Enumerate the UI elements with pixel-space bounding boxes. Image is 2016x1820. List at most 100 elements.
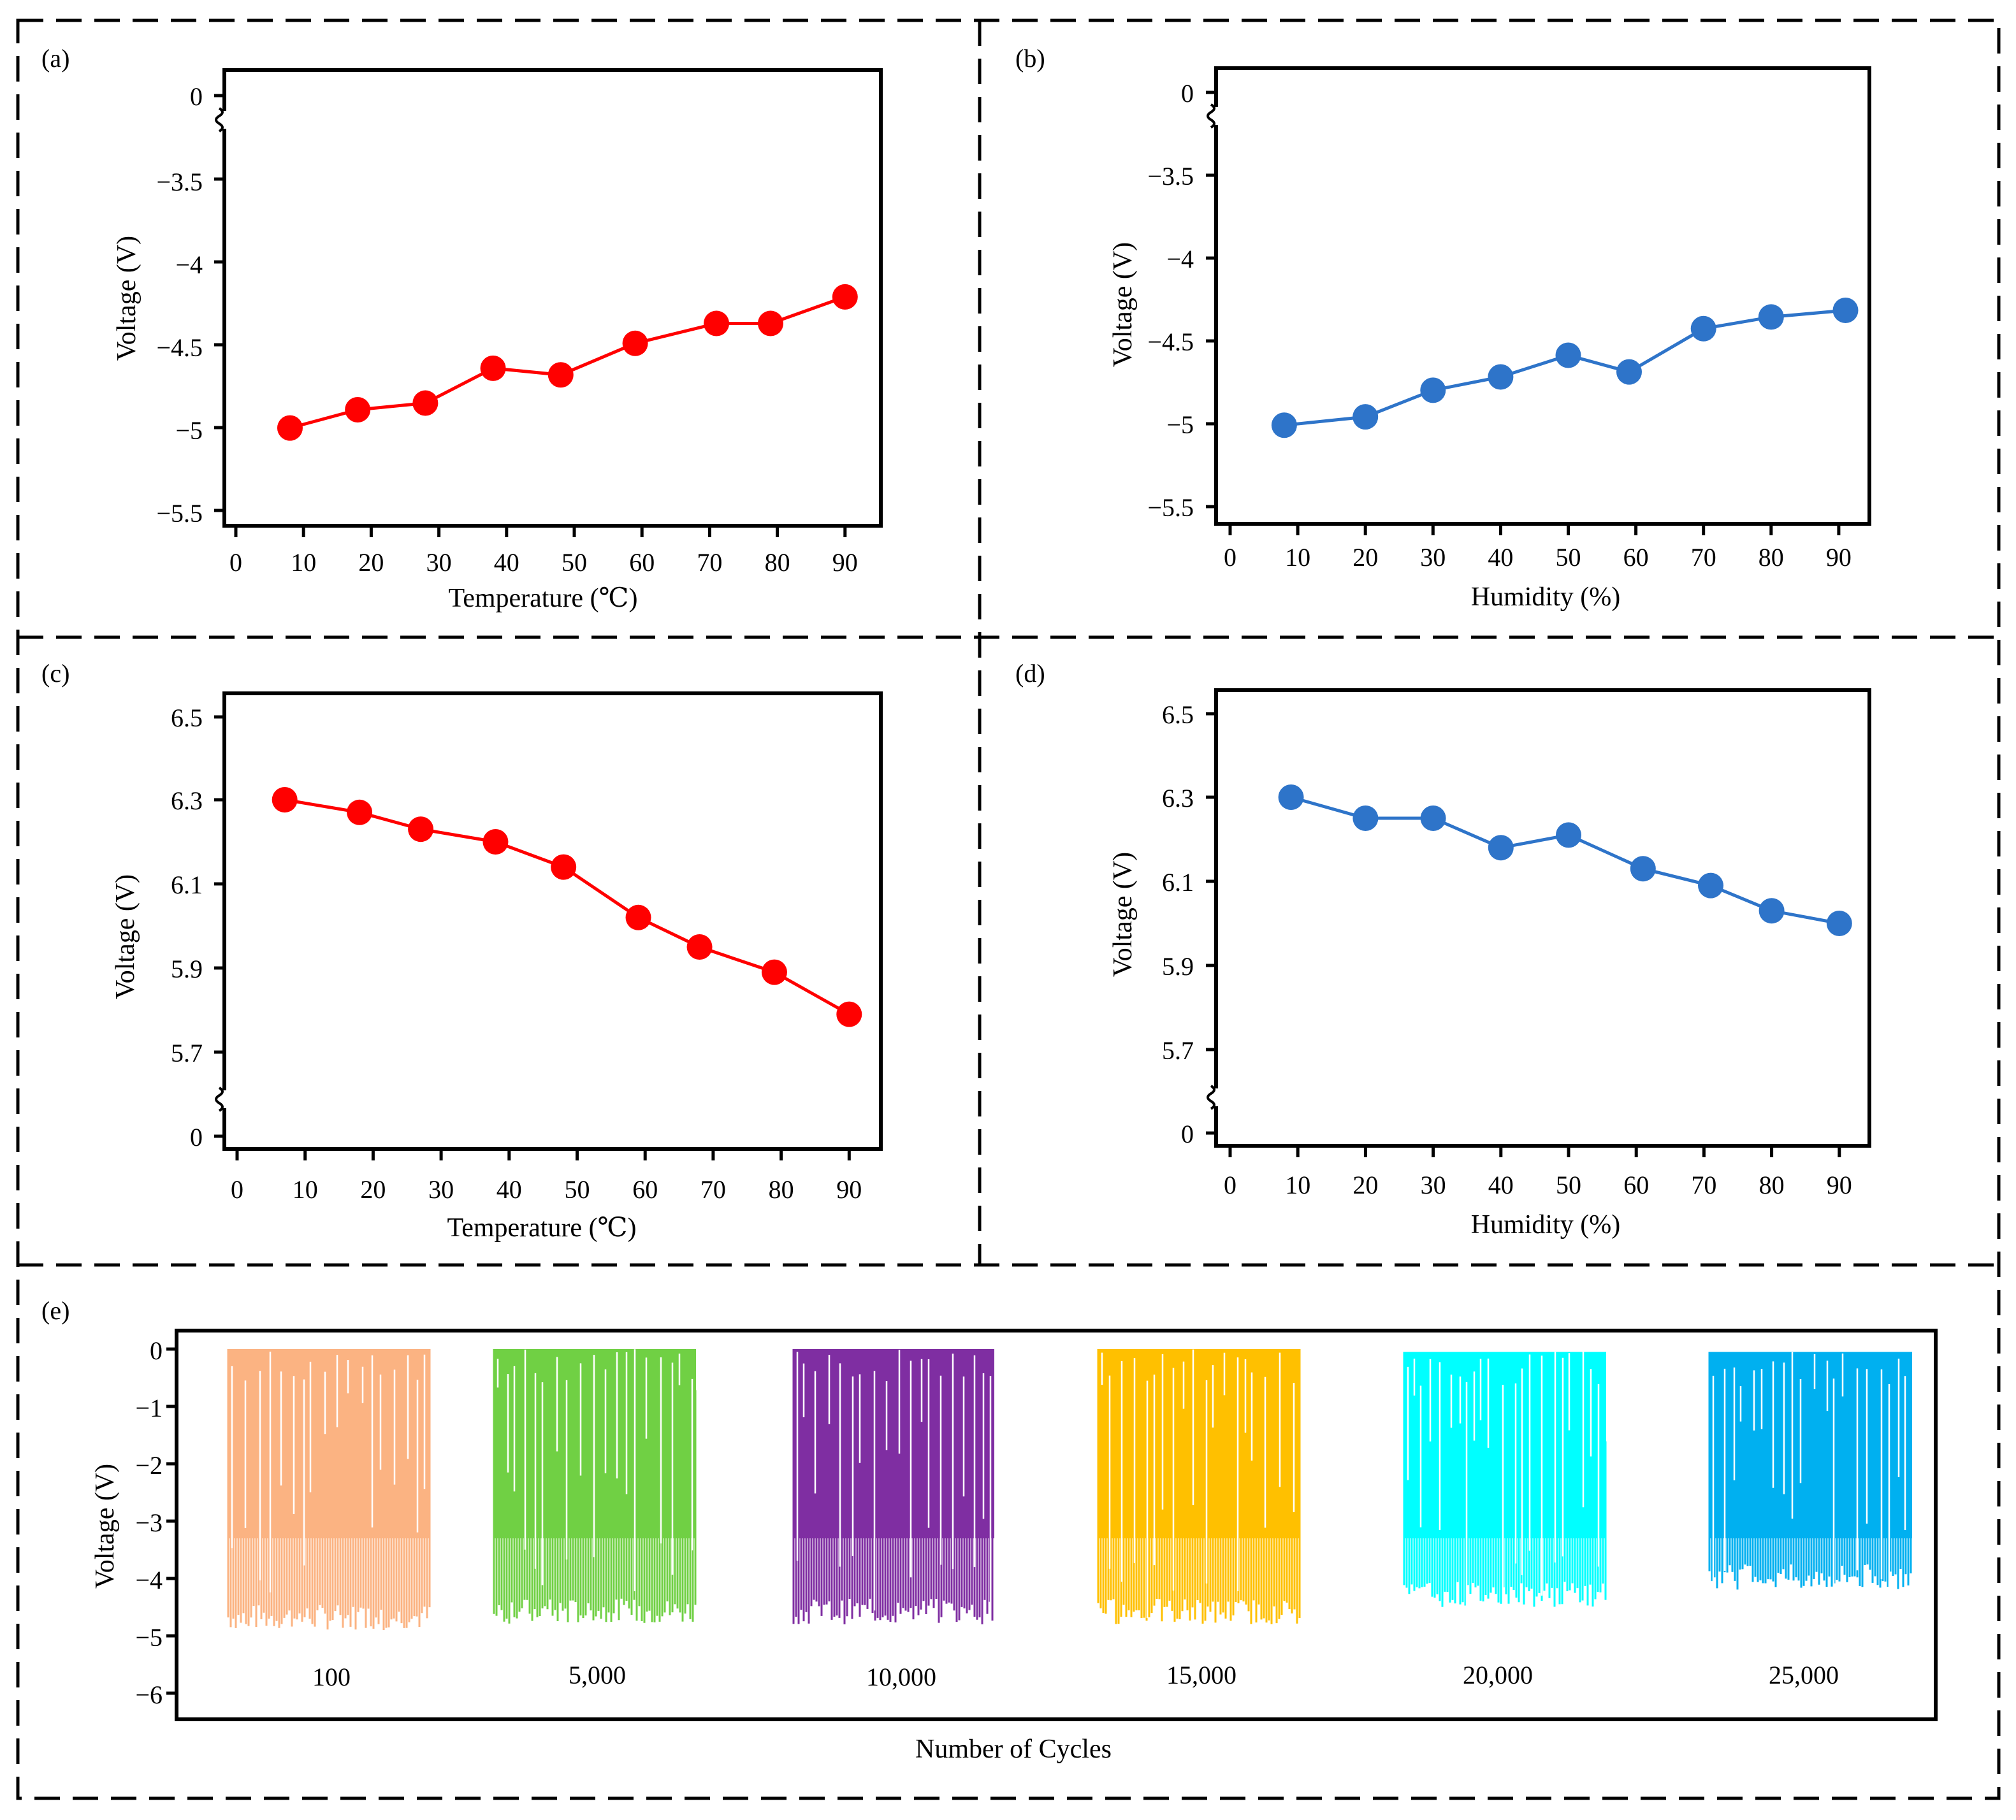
ytick-labels-a: 0 −3.5 −4 −4.5 −5 −5.5 (156, 82, 203, 528)
data-point (625, 904, 651, 930)
data-point (551, 854, 577, 880)
ytick-labels-b: 0 −3.5 −4 −4.5 −5 −5.5 (1147, 79, 1194, 522)
trace-gaps (1407, 1352, 1600, 1629)
trace-gaps (1712, 1352, 1906, 1624)
cycle-trace-5 (1403, 1352, 1607, 1629)
ytick-label: −4 (135, 1566, 163, 1594)
data-point (1826, 911, 1852, 936)
data-point (1352, 805, 1379, 831)
data-point (622, 330, 648, 356)
panel-label-c: (c) (41, 659, 69, 688)
data-point (704, 310, 730, 336)
data-point (1420, 377, 1446, 403)
xtick-label: 80 (765, 548, 790, 577)
ytick-label: 5.7 (1162, 1036, 1194, 1065)
panel-frames (16, 18, 2001, 1800)
xtick-label: 40 (1488, 1171, 1514, 1199)
data-point (277, 415, 303, 441)
xtick-label: 80 (769, 1175, 794, 1204)
ytick-label: 6.1 (1162, 868, 1194, 897)
trace-spikes (792, 1349, 994, 1624)
data-point (1630, 856, 1656, 882)
xtick-label: 40 (494, 548, 519, 577)
xtick-label: 90 (1827, 1171, 1852, 1199)
xtick-label: 20 (1352, 1171, 1378, 1199)
data-point (272, 787, 298, 812)
cycle-trace-3 (792, 1349, 994, 1624)
data-point (1832, 297, 1859, 323)
xtick-label: 20 (360, 1175, 386, 1204)
xtick-label: 40 (1488, 543, 1513, 572)
ytick-label: −5.5 (1147, 493, 1194, 522)
data-point (1352, 404, 1379, 430)
panel-label-d: (d) (1015, 659, 1045, 688)
data-point (1759, 898, 1785, 924)
data-point (686, 934, 713, 960)
data-point (1758, 304, 1784, 330)
ytick-label: −4.5 (1147, 328, 1194, 356)
xtick-label: 40 (497, 1175, 522, 1204)
xtick-label: 90 (1826, 543, 1852, 572)
cycle-label: 20,000 (1463, 1661, 1533, 1689)
data-point (345, 396, 371, 422)
ytick-label: 6.3 (1162, 784, 1194, 812)
data-point (482, 829, 509, 855)
data-point (1690, 315, 1716, 342)
data-point (832, 284, 858, 310)
y-axis-title-d: Voltage (V) (1108, 852, 1138, 977)
ytick-label: 6.1 (171, 870, 203, 899)
xtick-label: 50 (1556, 1171, 1581, 1199)
y-axis-title-a: Voltage (V) (112, 236, 141, 361)
panel-a: (a) 0 −3.5 −4 −4.5 −5 −5.5 Voltage (V) T… (41, 44, 883, 613)
cycle-trace-4 (1097, 1349, 1301, 1624)
xtick-label: 50 (562, 548, 587, 577)
ytick-label: 0 (1181, 1120, 1194, 1148)
ytick-label: −4.5 (156, 333, 203, 362)
plot-frame-d (1214, 688, 1871, 1148)
data-point (1698, 872, 1724, 899)
data-point (347, 799, 373, 825)
axis-break-icon (1207, 103, 1215, 129)
trace-gaps (497, 1349, 693, 1591)
xtick-label: 0 (1224, 1171, 1236, 1199)
xtick-label: 70 (697, 548, 722, 577)
cycle-trace-6 (1708, 1352, 1912, 1624)
xtick-label: 20 (358, 548, 384, 577)
xtick-label: 30 (1420, 543, 1446, 572)
xtick-label: 60 (629, 548, 655, 577)
panel-d: (d) 6.5 6.3 6.1 5.9 5.7 0 Voltage (V) Hu… (1015, 659, 1871, 1239)
xtick-label: 70 (700, 1175, 726, 1204)
cycle-trace-2 (493, 1349, 697, 1624)
ytick-label: 6.5 (171, 704, 203, 732)
plot-frame-c (222, 691, 883, 1151)
data-point (1616, 359, 1642, 385)
cycle-label: 25,000 (1769, 1661, 1839, 1689)
cycle-label: 10,000 (866, 1663, 936, 1691)
plot-frame-e (175, 1329, 1938, 1721)
cycle-trace-1 (227, 1349, 431, 1630)
data-point (548, 362, 574, 388)
series-line (284, 798, 850, 1016)
x-axis-title-d: Humidity (%) (1471, 1210, 1620, 1239)
data-point (836, 1001, 862, 1027)
xtick-label: 70 (1691, 1171, 1716, 1199)
xtick-label: 0 (1224, 543, 1236, 572)
panel-e: (e) 0 −1 −2 −3 −4 −5 −6 Voltage (V) Numb… (41, 1296, 1938, 1764)
axis-break-icon (1207, 1085, 1215, 1110)
axis-break-icon (215, 107, 224, 133)
data-point (1488, 364, 1514, 390)
y-axis-title-e: Voltage (V) (91, 1464, 120, 1589)
outer-frame (16, 18, 2001, 1800)
ytick-label: −2 (135, 1451, 163, 1480)
plot-frame-b (1214, 66, 1871, 526)
x-axis-title-b: Humidity (%) (1471, 582, 1620, 612)
ytick-label: −3.5 (1147, 162, 1194, 191)
xtick-label: 90 (832, 548, 858, 577)
ytick-label: −5.5 (156, 499, 203, 528)
xtick-label: 10 (1285, 1171, 1310, 1199)
xtick-label: 30 (1421, 1171, 1446, 1199)
ytick-label: −5 (135, 1623, 163, 1652)
x-axis-title-c: Temperature (℃) (447, 1213, 636, 1243)
y-axis-title-b: Voltage (V) (1108, 242, 1138, 367)
